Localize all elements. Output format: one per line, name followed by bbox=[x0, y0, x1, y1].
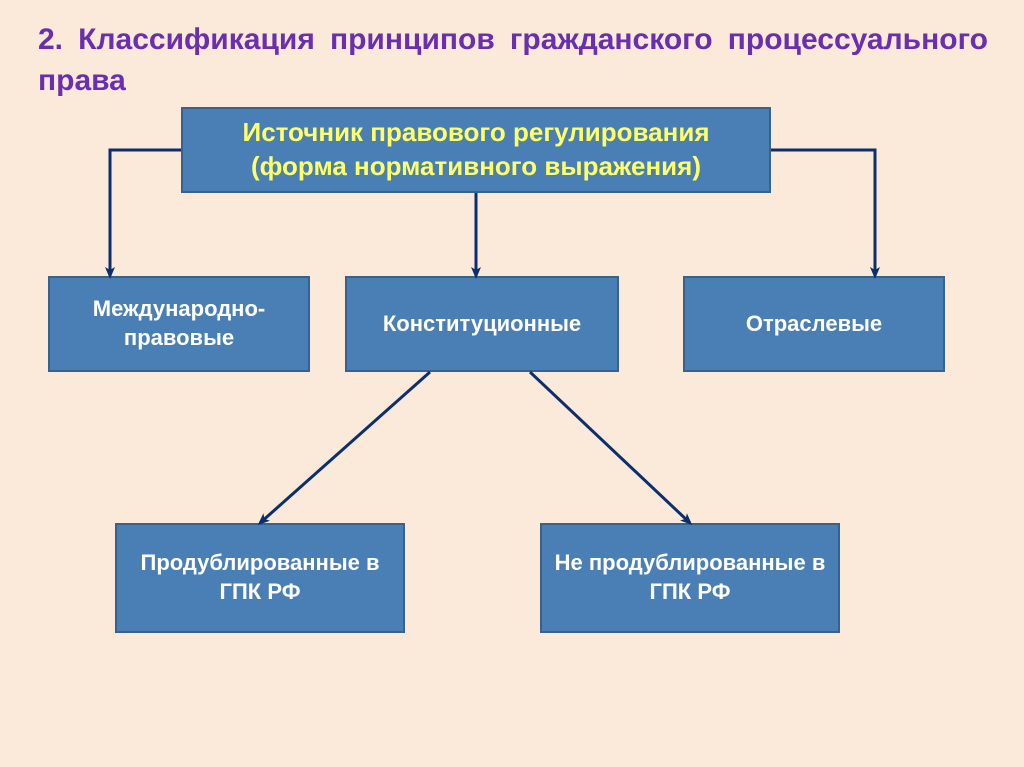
box-const-text: Конституционные bbox=[383, 310, 581, 339]
box-not-duplicated-gpk: Не продублированные в ГПК РФ bbox=[540, 523, 840, 633]
box-intl-text: Международно-правовые bbox=[58, 295, 300, 352]
box-international-legal: Международно-правовые bbox=[48, 276, 310, 372]
box-constitutional: Конституционные bbox=[345, 276, 619, 372]
box-duplicated-gpk: Продублированные в ГПК РФ bbox=[115, 523, 405, 633]
box-root: Источник правового регулирования (форма … bbox=[181, 107, 771, 193]
slide-title: 2. Классификация принципов гражданского … bbox=[38, 20, 988, 101]
box-nodup-text: Не продублированные в ГПК РФ bbox=[550, 549, 830, 606]
box-root-text: Источник правового регулирования (форма … bbox=[191, 116, 761, 184]
box-branch-text: Отраслевые bbox=[746, 310, 882, 339]
box-branch-sectoral: Отраслевые bbox=[683, 276, 945, 372]
box-dup-text: Продублированные в ГПК РФ bbox=[125, 549, 395, 606]
slide-title-text: 2. Классификация принципов гражданского … bbox=[38, 23, 988, 97]
